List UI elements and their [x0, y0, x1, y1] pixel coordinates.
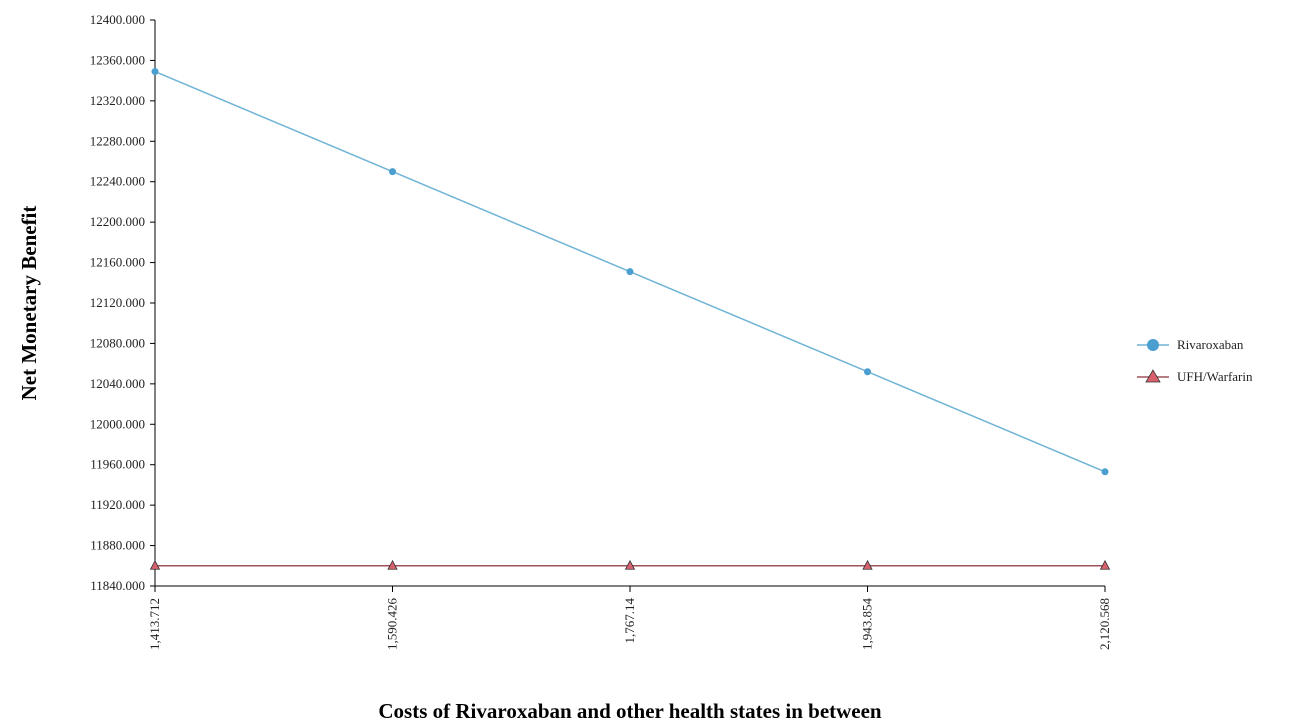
series-layer: [149, 68, 1111, 570]
data-point: [149, 559, 161, 570]
x-axis-title: Costs of Rivaroxaban and other health st…: [378, 699, 882, 723]
y-tick-label: 12120.000: [90, 295, 145, 310]
y-tick-label: 12080.000: [90, 335, 145, 350]
y-tick-label: 12400.000: [90, 12, 145, 27]
y-tick-label: 12040.000: [90, 376, 145, 391]
x-tick-label: 1,590.426: [385, 598, 400, 651]
y-tick-label: 12160.000: [90, 255, 145, 270]
y-tick-label: 12000.000: [90, 416, 145, 431]
data-point: [1101, 468, 1109, 476]
data-point: [626, 268, 634, 276]
y-tick-label: 11880.000: [90, 538, 145, 553]
x-tick-label: 1,413.712: [147, 598, 162, 650]
y-tick-label: 12240.000: [90, 174, 145, 189]
y-tick-label: 12280.000: [90, 133, 145, 148]
y-tick-label: 12320.000: [90, 93, 145, 108]
y-tick-label: 12360.000: [90, 52, 145, 67]
data-point: [151, 68, 159, 76]
y-tick-label: 11920.000: [90, 497, 145, 512]
data-point: [1099, 559, 1111, 570]
y-axis-title: Net Monetary Benefit: [17, 206, 41, 401]
legend-marker: [1145, 369, 1161, 383]
legend-label: Rivaroxaban: [1177, 337, 1244, 352]
y-tick-label: 12200.000: [90, 214, 145, 229]
y-axis-ticks: 12400.000 12360.000 12320.000 12280.000 1224…: [90, 12, 155, 593]
x-tick-label: 1,943.854: [860, 598, 875, 651]
data-point: [387, 559, 398, 570]
legend-label: UFH/Warfarin: [1177, 369, 1253, 384]
y-tick-label: 11840.000: [90, 578, 145, 593]
x-tick-label: 1,767.14: [622, 598, 637, 644]
data-point: [389, 168, 396, 176]
x-axis-ticks: 1,413.712 1,590.426 1,767.14 1,943.854 2,120…: [147, 586, 1112, 650]
legend-marker: [1147, 339, 1159, 351]
data-point: [862, 559, 873, 570]
x-tick-label: 2,120.568: [1097, 598, 1112, 650]
y-tick-label: 11960.000: [90, 457, 145, 472]
data-point: [624, 559, 636, 570]
legend: Rivaroxaban UFH/Warfarin: [1137, 337, 1253, 384]
data-point: [864, 368, 871, 376]
